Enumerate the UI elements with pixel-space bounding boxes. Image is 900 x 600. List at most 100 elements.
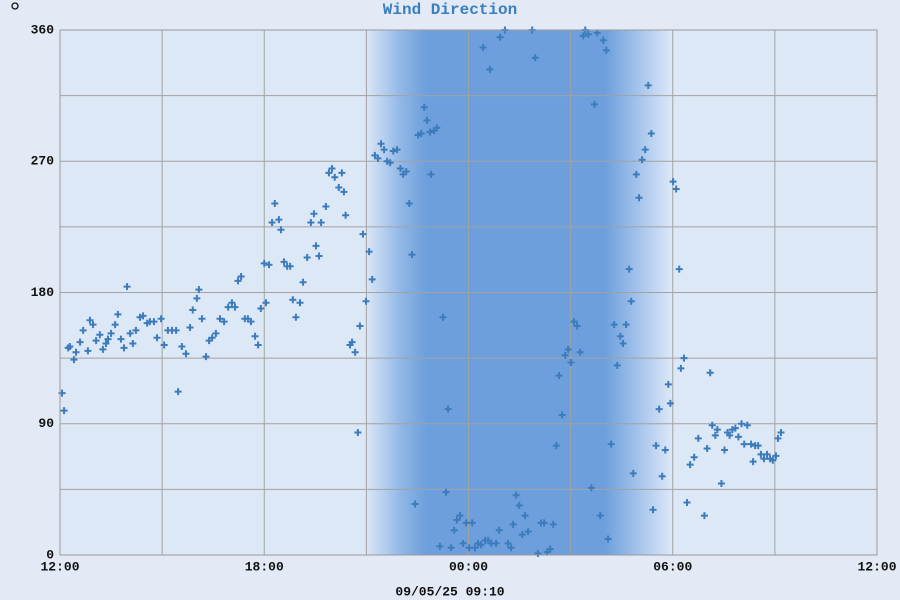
point (231, 303, 239, 311)
point (504, 539, 512, 547)
point (368, 275, 376, 283)
point (593, 29, 601, 37)
point (561, 351, 569, 359)
point (195, 286, 203, 294)
point (102, 340, 110, 348)
point (564, 345, 572, 353)
point (338, 169, 346, 177)
point (160, 341, 168, 349)
point (772, 452, 780, 460)
point (153, 334, 161, 342)
point (84, 347, 92, 355)
point (496, 33, 504, 41)
point (602, 46, 610, 54)
point (377, 140, 385, 148)
point (420, 103, 428, 111)
point (405, 200, 413, 208)
point (322, 202, 330, 210)
point (212, 329, 220, 337)
point (450, 526, 458, 534)
point (666, 399, 674, 407)
point (549, 520, 557, 528)
point (208, 334, 216, 342)
point (247, 318, 255, 326)
point (114, 310, 122, 318)
y-tick-label: 0 (46, 547, 54, 562)
point (198, 315, 206, 323)
point (468, 519, 476, 527)
point (296, 299, 304, 307)
point (774, 434, 782, 442)
point (89, 321, 97, 329)
y-tick-label: 360 (31, 22, 55, 37)
point (607, 440, 615, 448)
point (427, 170, 435, 178)
plot-frame (59, 29, 878, 556)
point (72, 348, 80, 356)
point (411, 500, 419, 508)
point (277, 226, 285, 234)
point (686, 461, 694, 469)
point (189, 306, 197, 314)
y-tick-label: 180 (31, 285, 55, 300)
point (393, 146, 401, 154)
point (622, 321, 630, 329)
point (760, 455, 768, 463)
point (182, 350, 190, 358)
point (70, 356, 78, 364)
point (552, 442, 560, 450)
point (178, 342, 186, 350)
point (307, 219, 315, 226)
point (610, 321, 618, 329)
point (567, 359, 575, 366)
point (713, 426, 721, 434)
point (354, 429, 362, 436)
point (524, 528, 532, 536)
point (453, 516, 461, 524)
point (289, 296, 297, 304)
point (99, 345, 107, 353)
point (471, 544, 479, 552)
x-tick-label: 12:00 (857, 559, 896, 574)
point (396, 165, 404, 173)
point (743, 421, 751, 429)
point (512, 491, 520, 499)
point (104, 335, 112, 343)
point (734, 433, 742, 441)
point (447, 544, 455, 552)
point (625, 265, 633, 273)
point (669, 178, 677, 186)
point (555, 372, 563, 380)
point (703, 445, 711, 453)
point (655, 405, 663, 413)
x-tick-label: 12:00 (40, 559, 79, 574)
point (604, 535, 612, 543)
point (111, 321, 119, 329)
point (613, 361, 621, 369)
point (456, 512, 464, 520)
point (220, 318, 228, 326)
point (757, 450, 765, 458)
point (224, 303, 232, 311)
point (596, 512, 604, 520)
point (492, 539, 500, 547)
point (310, 210, 318, 218)
point (638, 156, 646, 164)
point (706, 369, 714, 377)
point (439, 313, 447, 321)
point (619, 340, 627, 348)
point (584, 30, 592, 38)
point (515, 501, 523, 509)
y-tick-label: 90 (38, 416, 54, 431)
point (186, 324, 194, 331)
point (507, 544, 515, 552)
point (228, 299, 236, 307)
point (362, 297, 370, 305)
point (590, 100, 598, 108)
point (570, 318, 578, 326)
point (123, 283, 131, 291)
point (426, 128, 434, 136)
point (325, 169, 333, 177)
point (423, 116, 431, 124)
